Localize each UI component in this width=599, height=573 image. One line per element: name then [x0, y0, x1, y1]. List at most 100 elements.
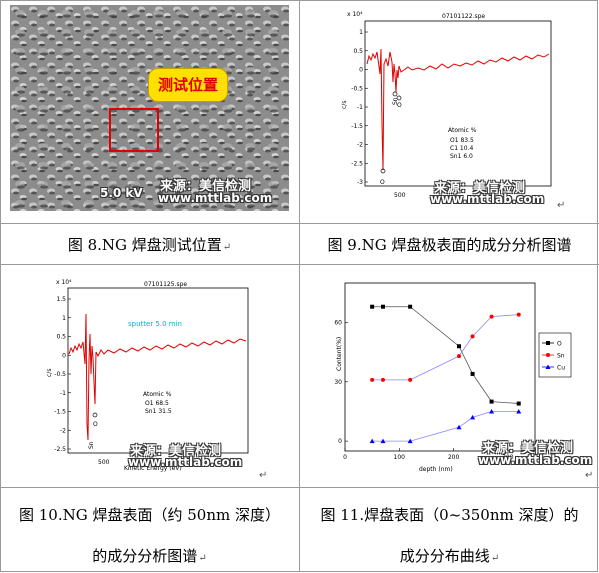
data-point-o — [370, 304, 375, 309]
fig10-ylabel: c/s — [46, 369, 53, 377]
y-tick-label: -1.5 — [351, 123, 363, 130]
watermark-url: www.mttlab.com — [128, 455, 243, 469]
watermark-url: www.mttlab.com — [430, 192, 545, 206]
fig10-peak-marker — [92, 412, 98, 418]
watermark-source: 来源：美信检测 — [160, 179, 252, 194]
data-point-cu — [369, 438, 375, 444]
fig10-axes — [67, 287, 249, 454]
test-position-box — [109, 108, 159, 152]
fig10-peak-label-sn: Sn — [88, 441, 95, 449]
legend-label: Cu — [557, 365, 565, 372]
data-point-cu — [516, 408, 522, 414]
y-tick-label: -1 — [60, 390, 66, 397]
fig10-peak-label-o: O — [93, 421, 98, 428]
y-tick-label: -1.5 — [54, 409, 66, 416]
fig9-atomic-row: Sn1 6.0 — [450, 153, 473, 160]
fig9-peak-marker — [380, 168, 386, 174]
data-point-o — [489, 399, 494, 404]
y-tick-label: 1.5 — [56, 296, 66, 303]
fig9-caption: 图 9.NG 焊盘极表面的成分分析图谱 — [327, 236, 572, 254]
y-tick-label: -0.5 — [54, 371, 66, 378]
data-point-sn — [408, 377, 413, 382]
y-tick-label: 0.5 — [353, 48, 363, 55]
fig10-sputter-label: sputter 5.0 min — [128, 320, 182, 328]
paragraph-mark: ↵ — [259, 470, 268, 481]
fig9-trace — [366, 48, 550, 171]
row-divider — [0, 223, 599, 224]
fig10-xlabel: Kinetic Energy (eV) — [124, 465, 182, 472]
watermark-url: www.mttlab.com — [478, 453, 593, 467]
y-tick-label: 1 — [359, 29, 363, 36]
fig10-spectrum: x 10⁴ 07101125.spe 1.5 1 0.5 0 -0.5 -1 -1.5 -2 -… — [46, 274, 254, 472]
y-tick-label: -1 — [357, 104, 363, 111]
watermark-url: www.mttlab.com — [158, 191, 273, 205]
y-tick-label: -0.5 — [351, 85, 363, 92]
y-tick-label: 0 — [338, 438, 342, 445]
fig9-exponent: x 10⁴ — [347, 11, 363, 18]
fig9-peak-label-o2: O — [397, 102, 402, 109]
chart-ylabel: Content(%) — [336, 337, 343, 371]
fig9-file-title: 07101122.spe — [442, 13, 485, 20]
y-tick-label: 1 — [62, 315, 66, 322]
fig9-peak-label-sn: Sn — [392, 97, 399, 105]
chart-xlabel: depth (nm) — [419, 466, 453, 473]
fig10-trace — [68, 313, 247, 441]
fig9-peak-marker — [396, 95, 402, 101]
data-point-o — [408, 304, 413, 309]
row-divider — [0, 487, 599, 488]
fig9-atomic-row: O1 83.5 — [450, 137, 474, 144]
legend-marker — [546, 341, 550, 345]
y-tick-label: -2.5 — [54, 446, 66, 453]
chart-axes — [344, 282, 536, 452]
legend-marker — [545, 364, 551, 369]
fig10-caption-line1: 图 10.NG 焊盘表面（约 50nm 深度） — [18, 506, 280, 524]
paragraph-mark: ↵ — [557, 200, 566, 211]
y-tick-label: 0.5 — [56, 334, 66, 341]
depth-profile-chart: 0 100 200 300 0 30 60 O Sn Cu Content(%) depth (… — [334, 282, 572, 473]
y-tick-label: -2.5 — [351, 160, 363, 167]
data-point-sn — [381, 377, 385, 382]
fig11-caption-line1: 图 11.焊盘表面（0~350nm 深度）的 — [320, 506, 579, 524]
series-line-o — [372, 306, 519, 404]
data-point-sn — [370, 377, 375, 382]
fig9-axes — [364, 20, 552, 187]
column-divider — [299, 0, 300, 572]
y-tick-label: 60 — [334, 320, 342, 327]
x-tick-label: 300 — [502, 454, 514, 461]
fig10-caption-line2: 的成分分析图谱 — [92, 547, 198, 565]
watermark-source: 来源：美信检测 — [434, 181, 526, 196]
legend-label: O — [557, 341, 562, 348]
legend-marker — [546, 353, 550, 357]
sem-scale-label: 5.0 kV — [100, 186, 143, 200]
legend-label: Sn — [557, 353, 565, 360]
fig10-file-title: 07101125.spe — [144, 281, 187, 288]
fig11-caption-line2: 成分分布曲线 — [399, 547, 490, 565]
fig10-exponent: x 10⁴ — [56, 279, 72, 286]
fig10-plot: x 10⁴ 07101125.spe 1.5 1 0.5 0 -0.5 -1 -1.5 -2 -… — [46, 279, 249, 472]
data-point-o — [470, 371, 475, 376]
fig8-caption: 图 8.NG 焊盘测试位置 — [67, 236, 222, 254]
watermark-source: 来源：美信检测 — [482, 441, 574, 456]
data-point-sn — [489, 314, 494, 319]
y-tick-label: 30 — [334, 379, 342, 386]
fig10-xtick: 500 — [98, 459, 110, 466]
y-tick-label: 0 — [62, 352, 66, 359]
fig9-spectrum: x 10⁴ 07101122.spe 1 0.5 0 -0.5 -1 -1.5 -2 -2.5… — [340, 4, 556, 212]
x-tick-label: 0 — [343, 454, 347, 461]
data-point-cu — [456, 424, 462, 430]
y-tick-label: -2 — [357, 142, 363, 149]
fig9-atomic-row: C1 10.4 — [450, 145, 473, 152]
fig10-atomic-title: Atomic % — [143, 391, 172, 398]
data-point-cu — [470, 414, 476, 420]
data-point-cu — [489, 408, 495, 414]
fig9-plot: x 10⁴ 07101122.spe 1 0.5 0 -0.5 -1 -1.5 -2 -2.5… — [341, 11, 552, 199]
fig9-atomic-title: Atomic % — [448, 127, 477, 134]
fig10-atomic-row: O1 68.5 — [145, 400, 169, 407]
data-point-o — [381, 304, 385, 309]
fig10-atomic-row: Sn1 31.5 — [145, 408, 172, 415]
paragraph-mark: ↵ — [585, 470, 594, 481]
fig9-xtick: 500 — [394, 192, 406, 199]
test-position-callout: 测试位置 — [148, 68, 228, 102]
data-point-sn — [457, 354, 461, 359]
data-point-cu — [407, 438, 413, 444]
